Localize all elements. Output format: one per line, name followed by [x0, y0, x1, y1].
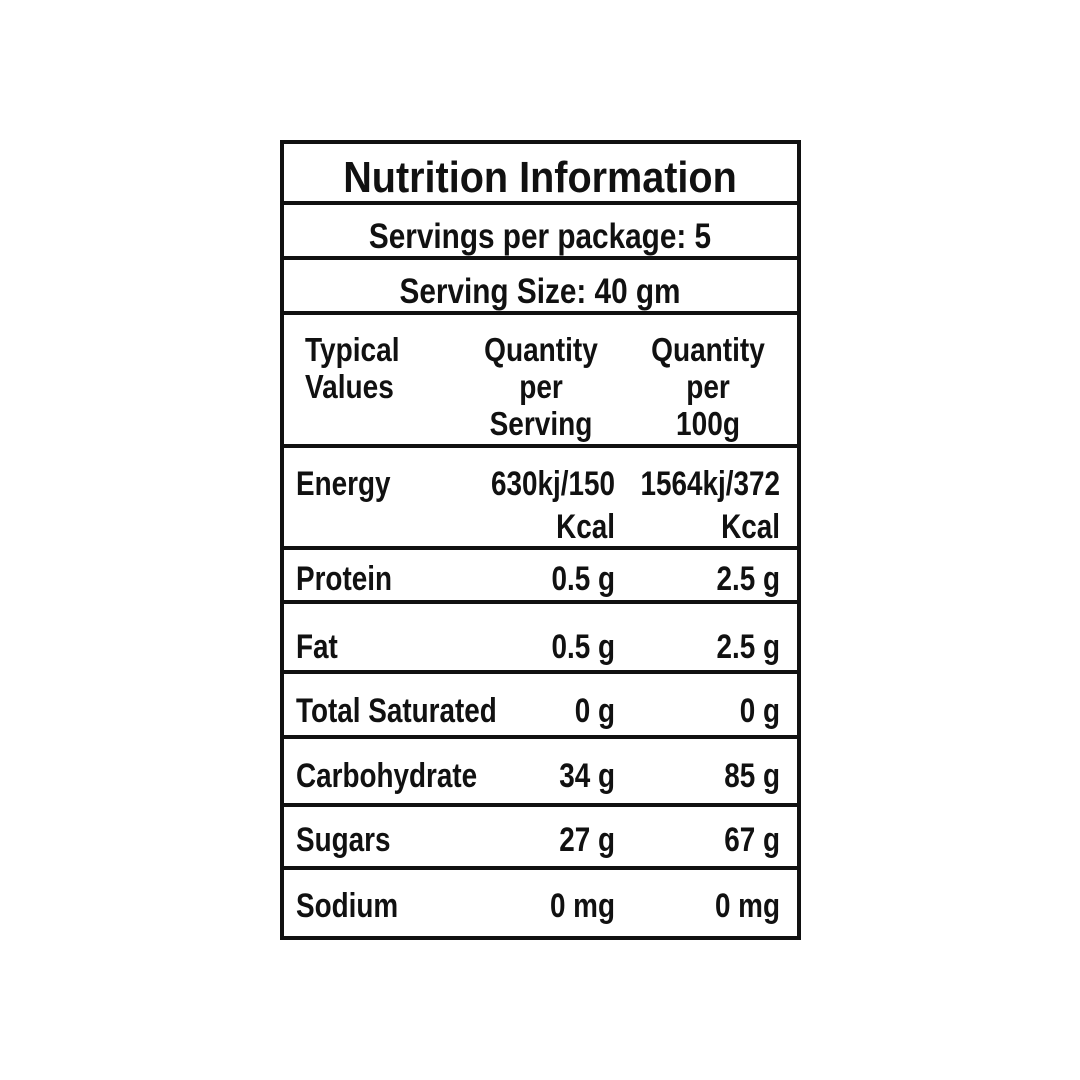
column-header: Values	[305, 369, 394, 406]
nutrient-value: 0 g	[575, 691, 615, 729]
servings-per-package: Servings per package: 5	[369, 217, 711, 256]
column-header: Serving	[490, 406, 593, 443]
nutrient-value: 27 g	[559, 820, 615, 858]
nutrient-name: Sodium	[296, 886, 398, 924]
column-header: per	[686, 369, 730, 406]
nutrient-value: 0 g	[740, 691, 780, 729]
column-header: Typical	[305, 332, 400, 369]
nutrient-value: 1564kj/372	[641, 464, 780, 502]
nutrient-name: Carbohydrate	[296, 756, 477, 794]
nutrient-value: 0 mg	[550, 886, 615, 924]
column-header: Quantity	[651, 332, 765, 369]
nutrient-value: 85 g	[724, 756, 780, 794]
nutrient-value: 630kj/150	[491, 464, 615, 502]
nutrient-value: 34 g	[559, 756, 615, 794]
nutrient-value: Kcal	[721, 507, 780, 545]
nutrient-value: 67 g	[724, 820, 780, 858]
nutrient-value: 0 mg	[715, 886, 780, 924]
label-frame	[280, 140, 801, 940]
nutrient-value: 0.5 g	[551, 627, 615, 665]
nutrient-value: 2.5 g	[716, 559, 780, 597]
nutrient-value: 2.5 g	[716, 627, 780, 665]
column-header: per	[519, 369, 563, 406]
nutrient-value: 0.5 g	[551, 559, 615, 597]
nutrient-name: Protein	[296, 559, 392, 597]
column-header: Quantity	[484, 332, 598, 369]
column-header: 100g	[676, 406, 740, 443]
nutrient-name: Energy	[296, 464, 391, 502]
nutrient-name: Total Saturated	[296, 691, 497, 729]
nutrient-name: Fat	[296, 627, 338, 665]
serving-size: Serving Size: 40 gm	[400, 272, 681, 311]
nutrient-value: Kcal	[556, 507, 615, 545]
nutrient-name: Sugars	[296, 820, 390, 858]
label-title: Nutrition Information	[343, 152, 737, 201]
